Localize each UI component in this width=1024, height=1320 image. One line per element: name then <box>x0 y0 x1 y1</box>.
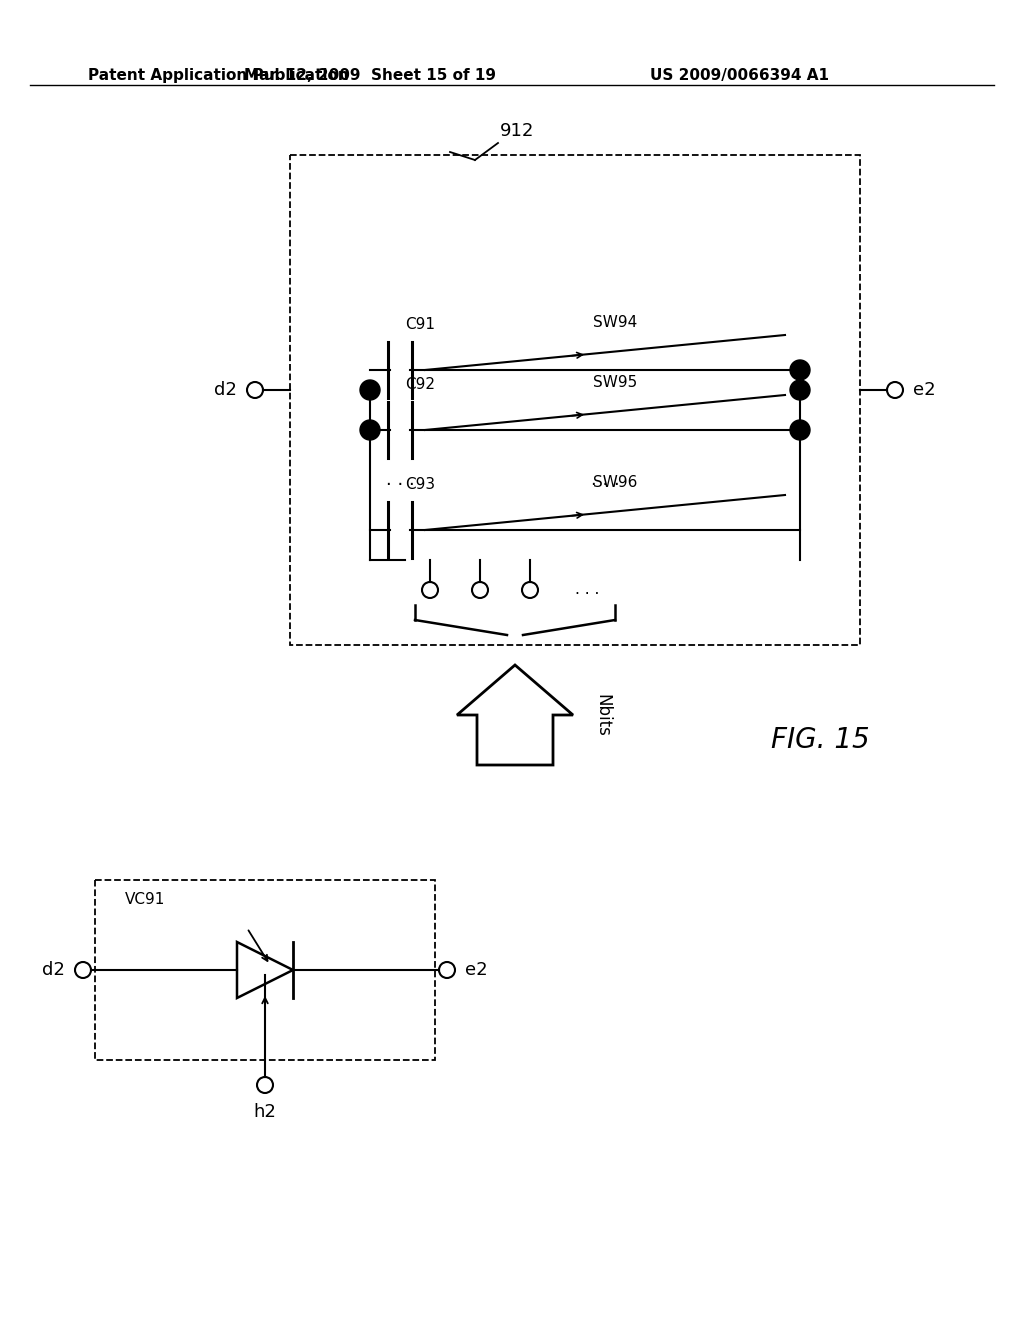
Text: C92: C92 <box>406 378 435 392</box>
Text: . . .: . . . <box>386 471 415 488</box>
Text: C91: C91 <box>406 317 435 333</box>
Bar <box>290 154 860 645</box>
Circle shape <box>790 380 810 400</box>
Text: FIG. 15: FIG. 15 <box>771 726 869 754</box>
Text: US 2009/0066394 A1: US 2009/0066394 A1 <box>650 69 829 83</box>
Text: e2: e2 <box>913 381 936 399</box>
Text: 912: 912 <box>500 121 535 140</box>
Text: Patent Application Publication: Patent Application Publication <box>88 69 349 83</box>
Circle shape <box>360 380 380 400</box>
Circle shape <box>790 420 810 440</box>
Circle shape <box>790 360 810 380</box>
Text: . . .: . . . <box>575 582 599 598</box>
Text: SW95: SW95 <box>593 375 637 389</box>
Text: . . .: . . . <box>591 471 620 488</box>
Text: d2: d2 <box>214 381 237 399</box>
Text: e2: e2 <box>465 961 487 979</box>
Bar <box>95 880 435 1060</box>
Text: SW94: SW94 <box>593 315 637 330</box>
Text: d2: d2 <box>42 961 65 979</box>
Text: C93: C93 <box>406 477 435 492</box>
Text: VC91: VC91 <box>125 892 165 907</box>
Circle shape <box>360 420 380 440</box>
Text: Mar. 12, 2009  Sheet 15 of 19: Mar. 12, 2009 Sheet 15 of 19 <box>244 69 496 83</box>
Text: SW96: SW96 <box>593 475 637 490</box>
Text: Nbits: Nbits <box>593 693 611 737</box>
Text: h2: h2 <box>254 1104 276 1121</box>
